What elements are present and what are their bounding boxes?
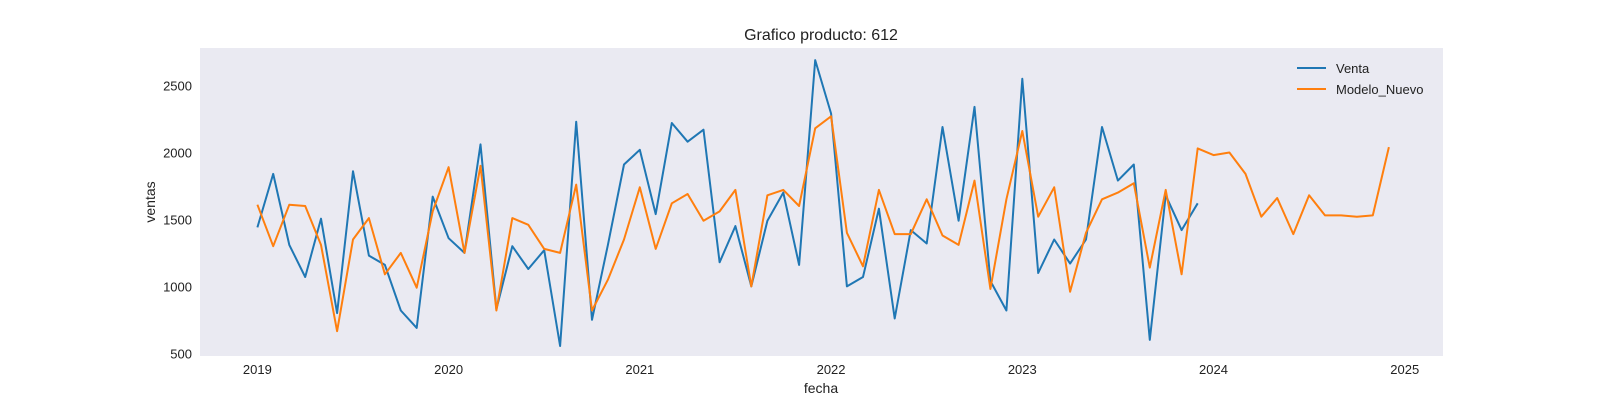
y-axis-label: ventas [142,181,158,222]
chart-title: Grafico producto: 612 [744,27,898,44]
y-tick-label: 1000 [163,279,192,294]
x-tick-label: 2020 [434,362,463,377]
x-tick-label: 2024 [1199,362,1228,377]
x-tick-label: 2025 [1390,362,1419,377]
plot-area [200,48,1443,356]
x-tick-label: 2019 [243,362,272,377]
y-tick-label: 500 [170,346,192,361]
x-tick-label: 2021 [625,362,654,377]
legend-label: Venta [1336,61,1370,76]
series-line-modelo-nuevo [256,115,1390,333]
y-tick-label: 2500 [163,78,192,93]
x-axis-ticks: 2019 2020 2021 2022 2023 2024 2025 [243,362,1419,377]
y-axis-ticks: 500 1000 1500 2000 2500 [163,78,192,361]
legend-label: Modelo_Nuevo [1336,82,1423,97]
x-tick-label: 2022 [817,362,846,377]
y-tick-label: 2000 [163,145,192,160]
x-tick-label: 2023 [1008,362,1037,377]
y-tick-label: 1500 [163,212,192,227]
series-line-venta [256,59,1199,347]
x-axis-label: fecha [804,380,838,396]
legend: Venta Modelo_Nuevo [1297,61,1423,97]
series-layer [256,59,1390,347]
